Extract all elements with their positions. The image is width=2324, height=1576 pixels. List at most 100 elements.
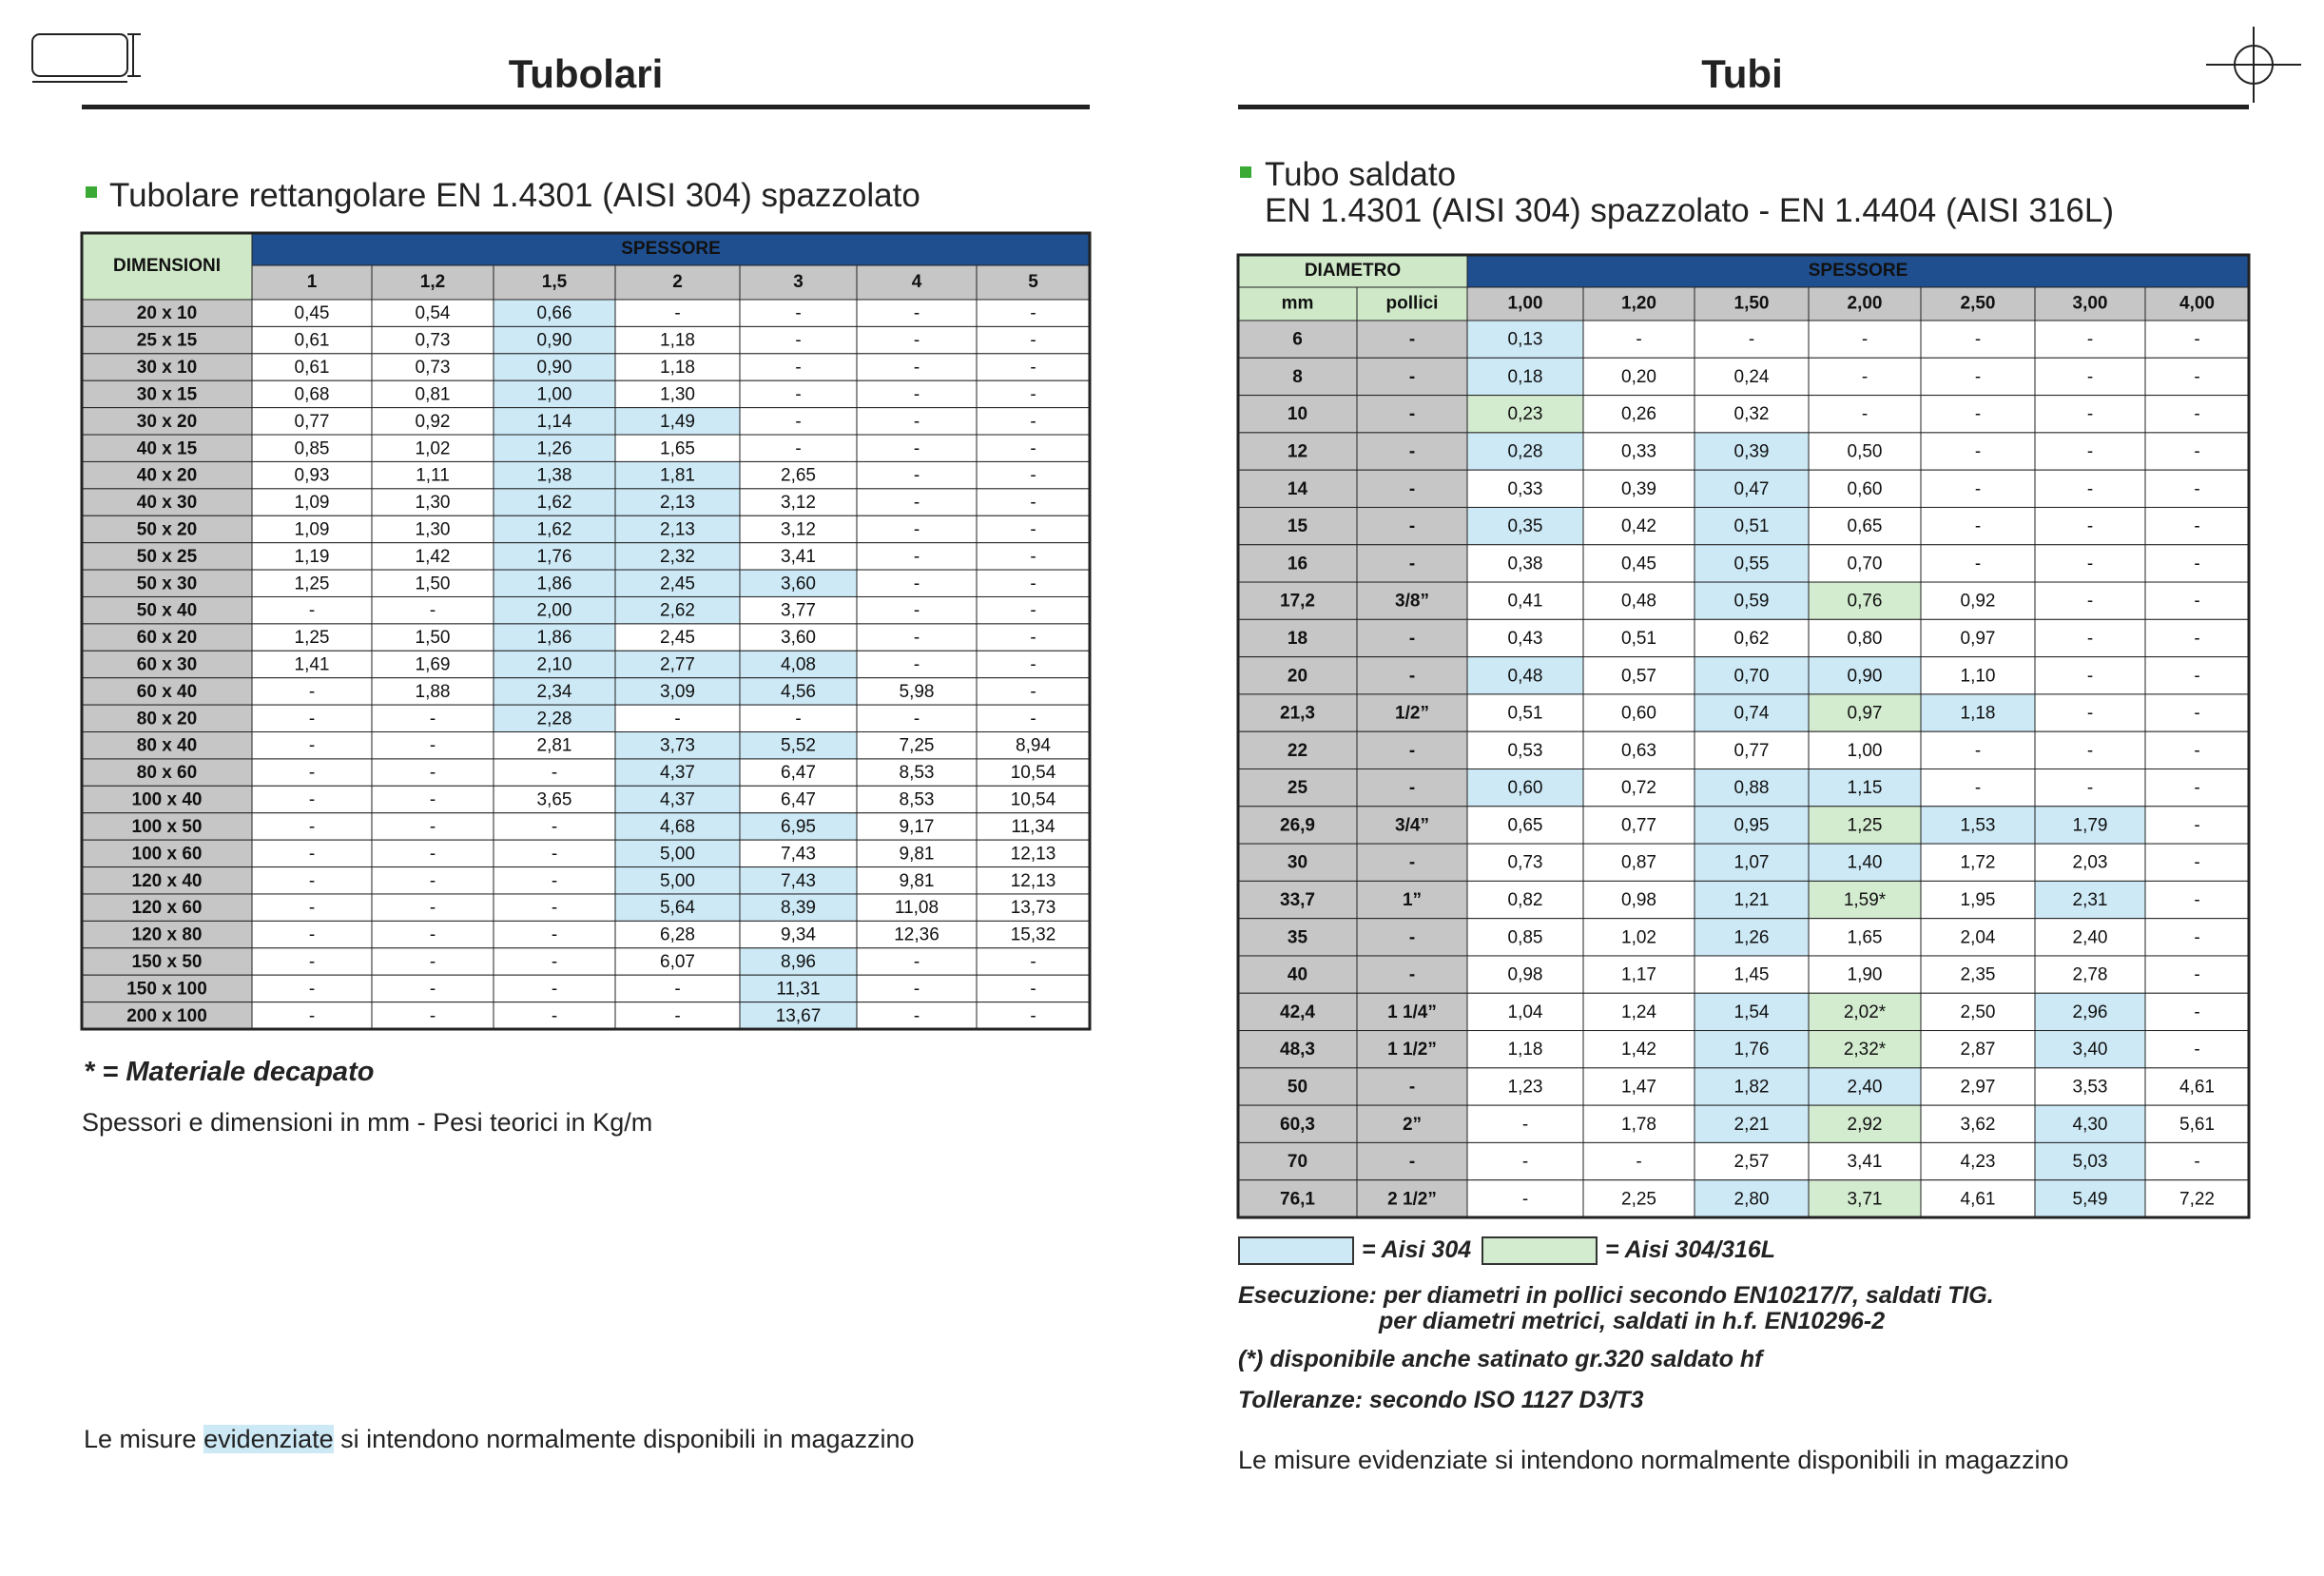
table-cell: - [2194,890,2199,910]
table-cell: - [2087,592,2093,612]
table-cell: 3,65 [537,790,572,810]
cell [1920,395,2036,434]
table-cell: - [1409,965,1415,985]
table-cell: 12 [1288,442,1307,462]
table-cell: - [1409,554,1415,574]
cell [856,866,978,895]
cell [1920,843,2036,882]
table-cell: 100 x 50 [132,817,203,837]
table-cell: - [2194,516,2199,536]
cell [856,460,978,490]
table-cell: 12,13 [1011,871,1056,891]
cell [976,650,1091,679]
table-cell: 0,60 [1621,704,1656,724]
header-cell: 1,5 [542,272,568,292]
cell [976,264,1091,301]
table-cell: 2,02* [1844,1002,1887,1022]
table-cell: - [1030,979,1036,999]
table-cell: 0,92 [1961,592,1996,612]
cell [1582,730,1695,769]
cell [614,677,741,706]
table-cell: 2,92 [1848,1115,1883,1135]
table-cell: - [309,871,315,891]
table-border [1236,253,2251,1219]
table-cell: 1,82 [1734,1077,1770,1097]
cell [976,893,1091,922]
cell [493,758,616,787]
table-cell: 1,30 [660,384,695,404]
table-cell: - [1030,519,1036,539]
cell [493,515,616,544]
table-cell: - [914,979,920,999]
cell [1356,1104,1468,1143]
cell [493,542,616,571]
cell [251,299,373,327]
cell [856,785,978,814]
cell [371,353,494,381]
cell [371,893,494,922]
cell [1694,769,1810,807]
table-cell: 1,18 [1961,704,1996,724]
header-cell: mm [1282,294,1314,314]
table-cell: 2,80 [1734,1189,1770,1209]
cell [493,677,616,706]
cell [1356,395,1468,434]
cell [1466,506,1584,546]
table-cell: - [1030,655,1036,675]
table-cell: - [1030,303,1036,323]
cell [1920,1104,2036,1143]
cell [1694,395,1810,434]
cell [371,569,494,597]
table-cell: 150 x 100 [126,979,207,999]
cell [1694,544,1810,583]
table-cell: 12,13 [1011,844,1056,864]
table-cell: - [309,844,315,864]
cell [1356,880,1468,920]
table-cell: - [1636,330,1641,350]
table-cell: 1,19 [295,547,330,567]
table-cell: 2,00 [537,601,572,621]
cell [2144,1067,2250,1106]
table-cell: - [1409,516,1415,536]
table-cell: 1,38 [537,466,572,486]
table-cell: - [914,384,920,404]
cell [1920,955,2036,994]
table-cell: - [1030,493,1036,513]
cell [1582,395,1695,434]
table-cell: 60,3 [1280,1115,1315,1135]
title: Tubolari [508,51,664,96]
cell [856,488,978,516]
cell [739,893,858,922]
cell [1582,357,1695,397]
table-cell: 200 x 100 [126,1006,207,1026]
table-cell: - [2087,516,2093,536]
table-cell: 0,62 [1734,629,1770,649]
table-cell: 1 1/2” [1387,1040,1437,1060]
table-cell: - [1030,466,1036,486]
table-cell: - [552,925,557,945]
table-cell: - [674,303,680,323]
cell [976,920,1091,949]
note: * = Materiale decapato [84,1057,375,1087]
cell [1466,693,1584,732]
cell [1582,1067,1695,1106]
table-cell: 0,88 [1734,778,1770,798]
cell [493,1002,616,1030]
cell [371,325,494,355]
cell [251,232,1091,266]
cell [976,812,1091,841]
cell [81,920,253,949]
cell [1237,656,1358,695]
table-cell: 30 x 10 [137,358,197,378]
table-cell: 1,11 [416,466,450,486]
cell [1466,1030,1584,1069]
cell [614,460,741,490]
cell [251,974,373,1003]
table-cell: 1,18 [1508,1040,1543,1060]
table-cell: 0,48 [1621,592,1656,612]
table-cell: - [1975,741,1981,761]
rect-icon [31,33,141,83]
crosshair-icon [2206,27,2301,103]
table-cell: 7,43 [781,871,816,891]
cell [739,488,858,516]
